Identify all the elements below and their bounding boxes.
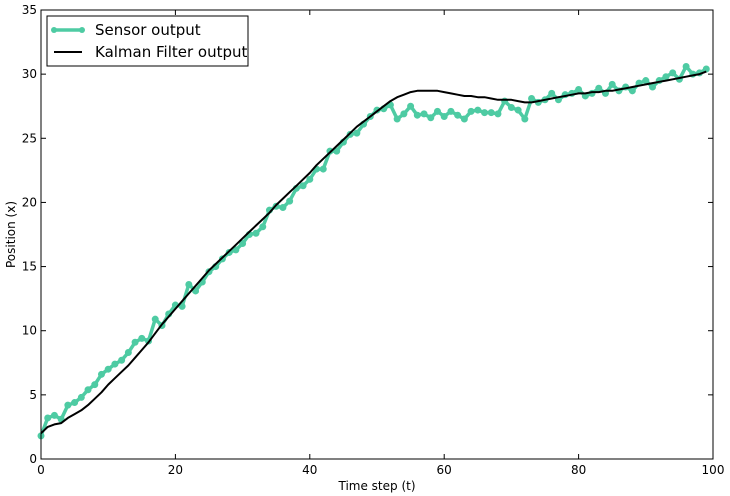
- legend-label: Sensor output: [95, 21, 201, 39]
- sensor-point: [467, 107, 475, 115]
- sensor-point: [118, 356, 126, 364]
- sensor-point: [97, 370, 105, 378]
- sensor-point: [333, 147, 341, 155]
- sensor-point: [427, 114, 435, 122]
- sensor-point: [521, 115, 529, 123]
- sensor-point: [514, 106, 522, 114]
- sensor-point: [299, 182, 307, 190]
- legend-marker: [79, 27, 85, 33]
- sensor-point: [481, 109, 489, 117]
- legend-box: [46, 15, 249, 67]
- sensor-point: [91, 381, 99, 389]
- sensor-point: [286, 197, 294, 205]
- sensor-point: [151, 315, 159, 323]
- y-tick-label: 15: [22, 260, 37, 274]
- sensor-point: [608, 80, 616, 88]
- sensor-point: [575, 86, 583, 94]
- x-tick-label: 60: [437, 463, 452, 477]
- y-tick-label: 25: [22, 131, 37, 145]
- sensor-point: [131, 338, 139, 346]
- sensor-point: [528, 95, 536, 103]
- sensor-point: [124, 349, 132, 357]
- x-tick-label: 100: [702, 463, 725, 477]
- legend-entry: Sensor output: [51, 21, 201, 39]
- legend-label: Kalman Filter output: [95, 43, 248, 61]
- sensor-point: [507, 103, 515, 111]
- sensor-point: [642, 77, 650, 85]
- sensor-point: [44, 414, 52, 422]
- sensor-point: [702, 65, 710, 73]
- sensor-point: [178, 302, 186, 310]
- sensor-point: [185, 281, 193, 289]
- y-tick-label: 35: [22, 3, 37, 17]
- sensor-point: [138, 334, 146, 342]
- sensor-point: [407, 102, 415, 110]
- plot-area-frame: [40, 9, 714, 460]
- legend-entry: Kalman Filter output: [54, 43, 248, 61]
- sensor-point: [447, 107, 455, 115]
- sensor-point: [413, 111, 421, 119]
- y-tick-label: 30: [22, 67, 37, 81]
- sensor-point: [353, 129, 361, 137]
- sensor-point: [77, 393, 85, 401]
- sensor-point: [440, 112, 448, 120]
- ticks-layer: 0 20 40 60 80 100 0 5 10 15 20 25 30 35: [22, 3, 725, 477]
- x-axis-label: Time step (t): [337, 479, 415, 493]
- legend: Sensor output Kalman Filter output: [46, 15, 249, 67]
- sensor-point: [669, 69, 677, 77]
- y-tick-label: 20: [22, 195, 37, 209]
- x-tick-label: 80: [571, 463, 586, 477]
- kalman-filter-line: [40, 70, 707, 435]
- sensor-point: [460, 115, 468, 123]
- sensor-point: [628, 87, 636, 95]
- sensor-point: [252, 229, 260, 237]
- x-tick-label: 40: [302, 463, 317, 477]
- sensor-output-line: [39, 64, 708, 437]
- sensor-point: [64, 401, 72, 409]
- y-tick-label: 5: [29, 388, 37, 402]
- x-tick-label: 20: [168, 463, 183, 477]
- y-tick-label: 10: [22, 324, 37, 338]
- sensor-point: [494, 110, 502, 118]
- sensor-point: [50, 411, 58, 419]
- sensor-point: [474, 106, 482, 114]
- sensor-point: [104, 365, 112, 373]
- sensor-point: [232, 246, 240, 254]
- sensor-point: [454, 111, 462, 119]
- sensor-point: [192, 287, 200, 295]
- sensor-point: [393, 115, 401, 123]
- sensor-point: [595, 84, 603, 92]
- sensor-point: [487, 109, 495, 117]
- series-layer: [37, 62, 710, 440]
- sensor-point: [649, 83, 657, 91]
- sensor-point: [259, 223, 267, 231]
- sensor-point: [71, 399, 79, 407]
- sensor-point: [420, 110, 428, 118]
- sensor-point: [548, 89, 556, 97]
- sensor-point: [279, 204, 287, 212]
- sensor-point: [433, 107, 441, 115]
- legend-marker: [51, 27, 57, 33]
- sensor-point: [239, 239, 247, 247]
- sensor-point: [662, 73, 670, 81]
- sensor-point: [319, 165, 327, 173]
- sensor-point: [400, 110, 408, 118]
- sensor-point: [306, 175, 314, 183]
- x-tick-label: 0: [37, 463, 45, 477]
- y-tick-label: 0: [29, 452, 37, 466]
- sensor-point: [111, 360, 119, 368]
- sensor-point: [84, 386, 92, 394]
- y-axis-label: Position (x): [4, 201, 18, 268]
- sensor-point: [682, 62, 690, 70]
